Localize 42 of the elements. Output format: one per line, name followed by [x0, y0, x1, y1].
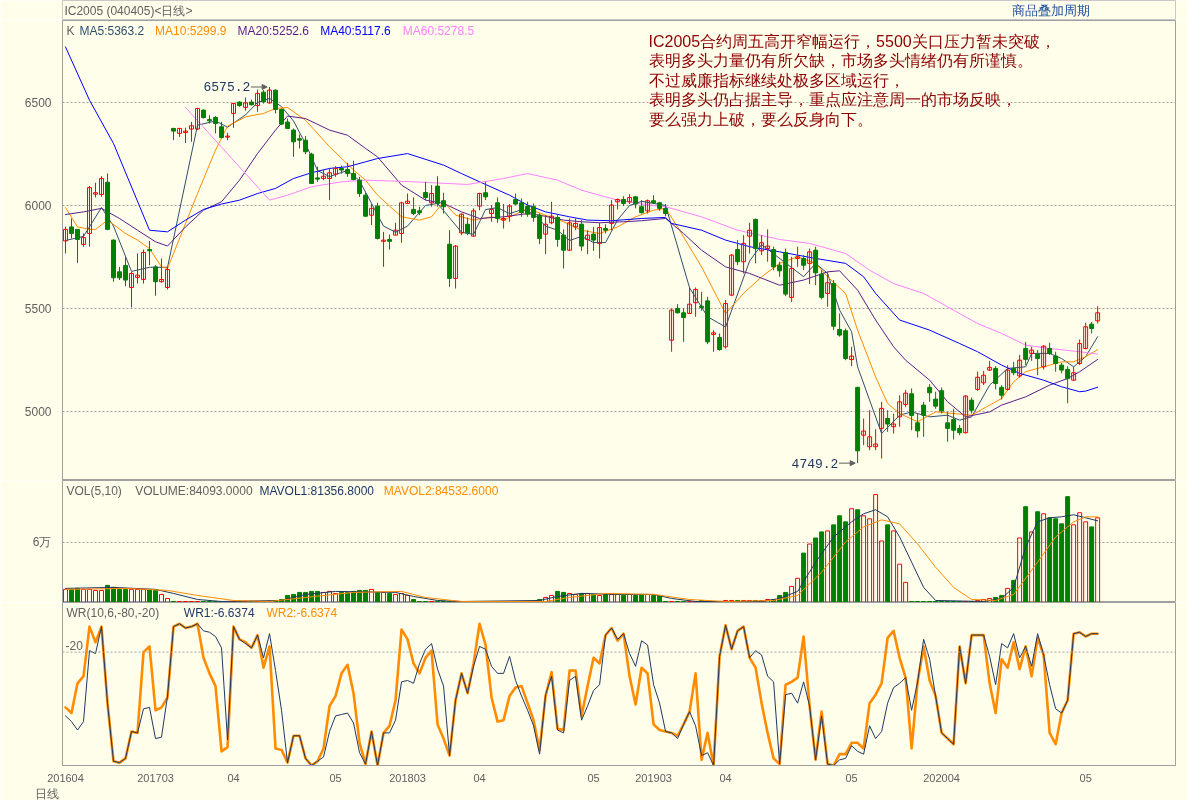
chart-title: IC2005 (040405)<日线>	[64, 3, 193, 18]
text: MAVOL2:84532.6000	[383, 483, 499, 498]
x-tick-label: 202004	[923, 771, 960, 784]
x-tick-label: 201803	[389, 771, 426, 784]
y-tick-label: 6万	[32, 535, 52, 549]
annotation: IC2005合约周五高开窄幅运行，5500关口压力暂未突破，	[648, 32, 1056, 50]
x-tick-label: 04	[227, 771, 240, 784]
x-tick-label: 05	[587, 771, 600, 784]
annotation: 不过威廉指标继续处极多区域运行，	[648, 71, 905, 89]
legend-title: K	[66, 23, 75, 38]
y-tick-label: 6500	[24, 95, 52, 110]
text: MAVOL1:81356.8000	[259, 483, 375, 498]
text: MA5:5363.2	[79, 23, 145, 38]
x-tick-label: 04	[473, 771, 486, 784]
chart-title: VOL(5,10)	[66, 483, 122, 498]
text: MA10:5299.9	[155, 23, 227, 38]
annotation: 表明多头力量仍有所欠缺，市场多头情绪仍有所谨慎。	[648, 52, 1033, 69]
annotation: 要么强力上破，要么反身向下。	[648, 110, 873, 128]
text: 周期	[1063, 3, 1090, 18]
annotation: -20	[65, 639, 84, 654]
annotation: VOLUME:84093.0000	[135, 483, 253, 498]
x-tick-label: 04	[719, 771, 732, 784]
y-tick-label: 6000	[24, 198, 52, 213]
x-tick-label: 201903	[635, 771, 672, 784]
annotation: 表明多头仍占据主导，重点应注意周一的市场反映，	[648, 91, 1017, 108]
x-tick-label: 05	[845, 771, 858, 784]
y-tick-label: 5500	[24, 301, 52, 316]
chart-title: WR(10,6,-80,-20)	[66, 605, 160, 620]
x-tick-label: 05	[329, 771, 342, 784]
text: 日线	[34, 786, 59, 800]
text: 商品叠加	[1012, 3, 1065, 18]
text: MA40:5117.6	[320, 23, 391, 38]
annotation: 6575.2	[203, 80, 251, 96]
series-label: WR1:-6.6374	[183, 605, 255, 620]
text: MA20:5252.6	[237, 23, 310, 38]
series-label: WR2:-6.6374	[266, 605, 338, 620]
x-tick-label: 201703	[137, 771, 174, 784]
x-tick-label: 201604	[47, 771, 84, 784]
x-tick-label: 05	[1079, 771, 1092, 784]
text: MA60:5278.5	[402, 23, 475, 38]
y-tick-label: 5000	[24, 404, 52, 419]
annotation: 4749.2	[791, 456, 839, 472]
